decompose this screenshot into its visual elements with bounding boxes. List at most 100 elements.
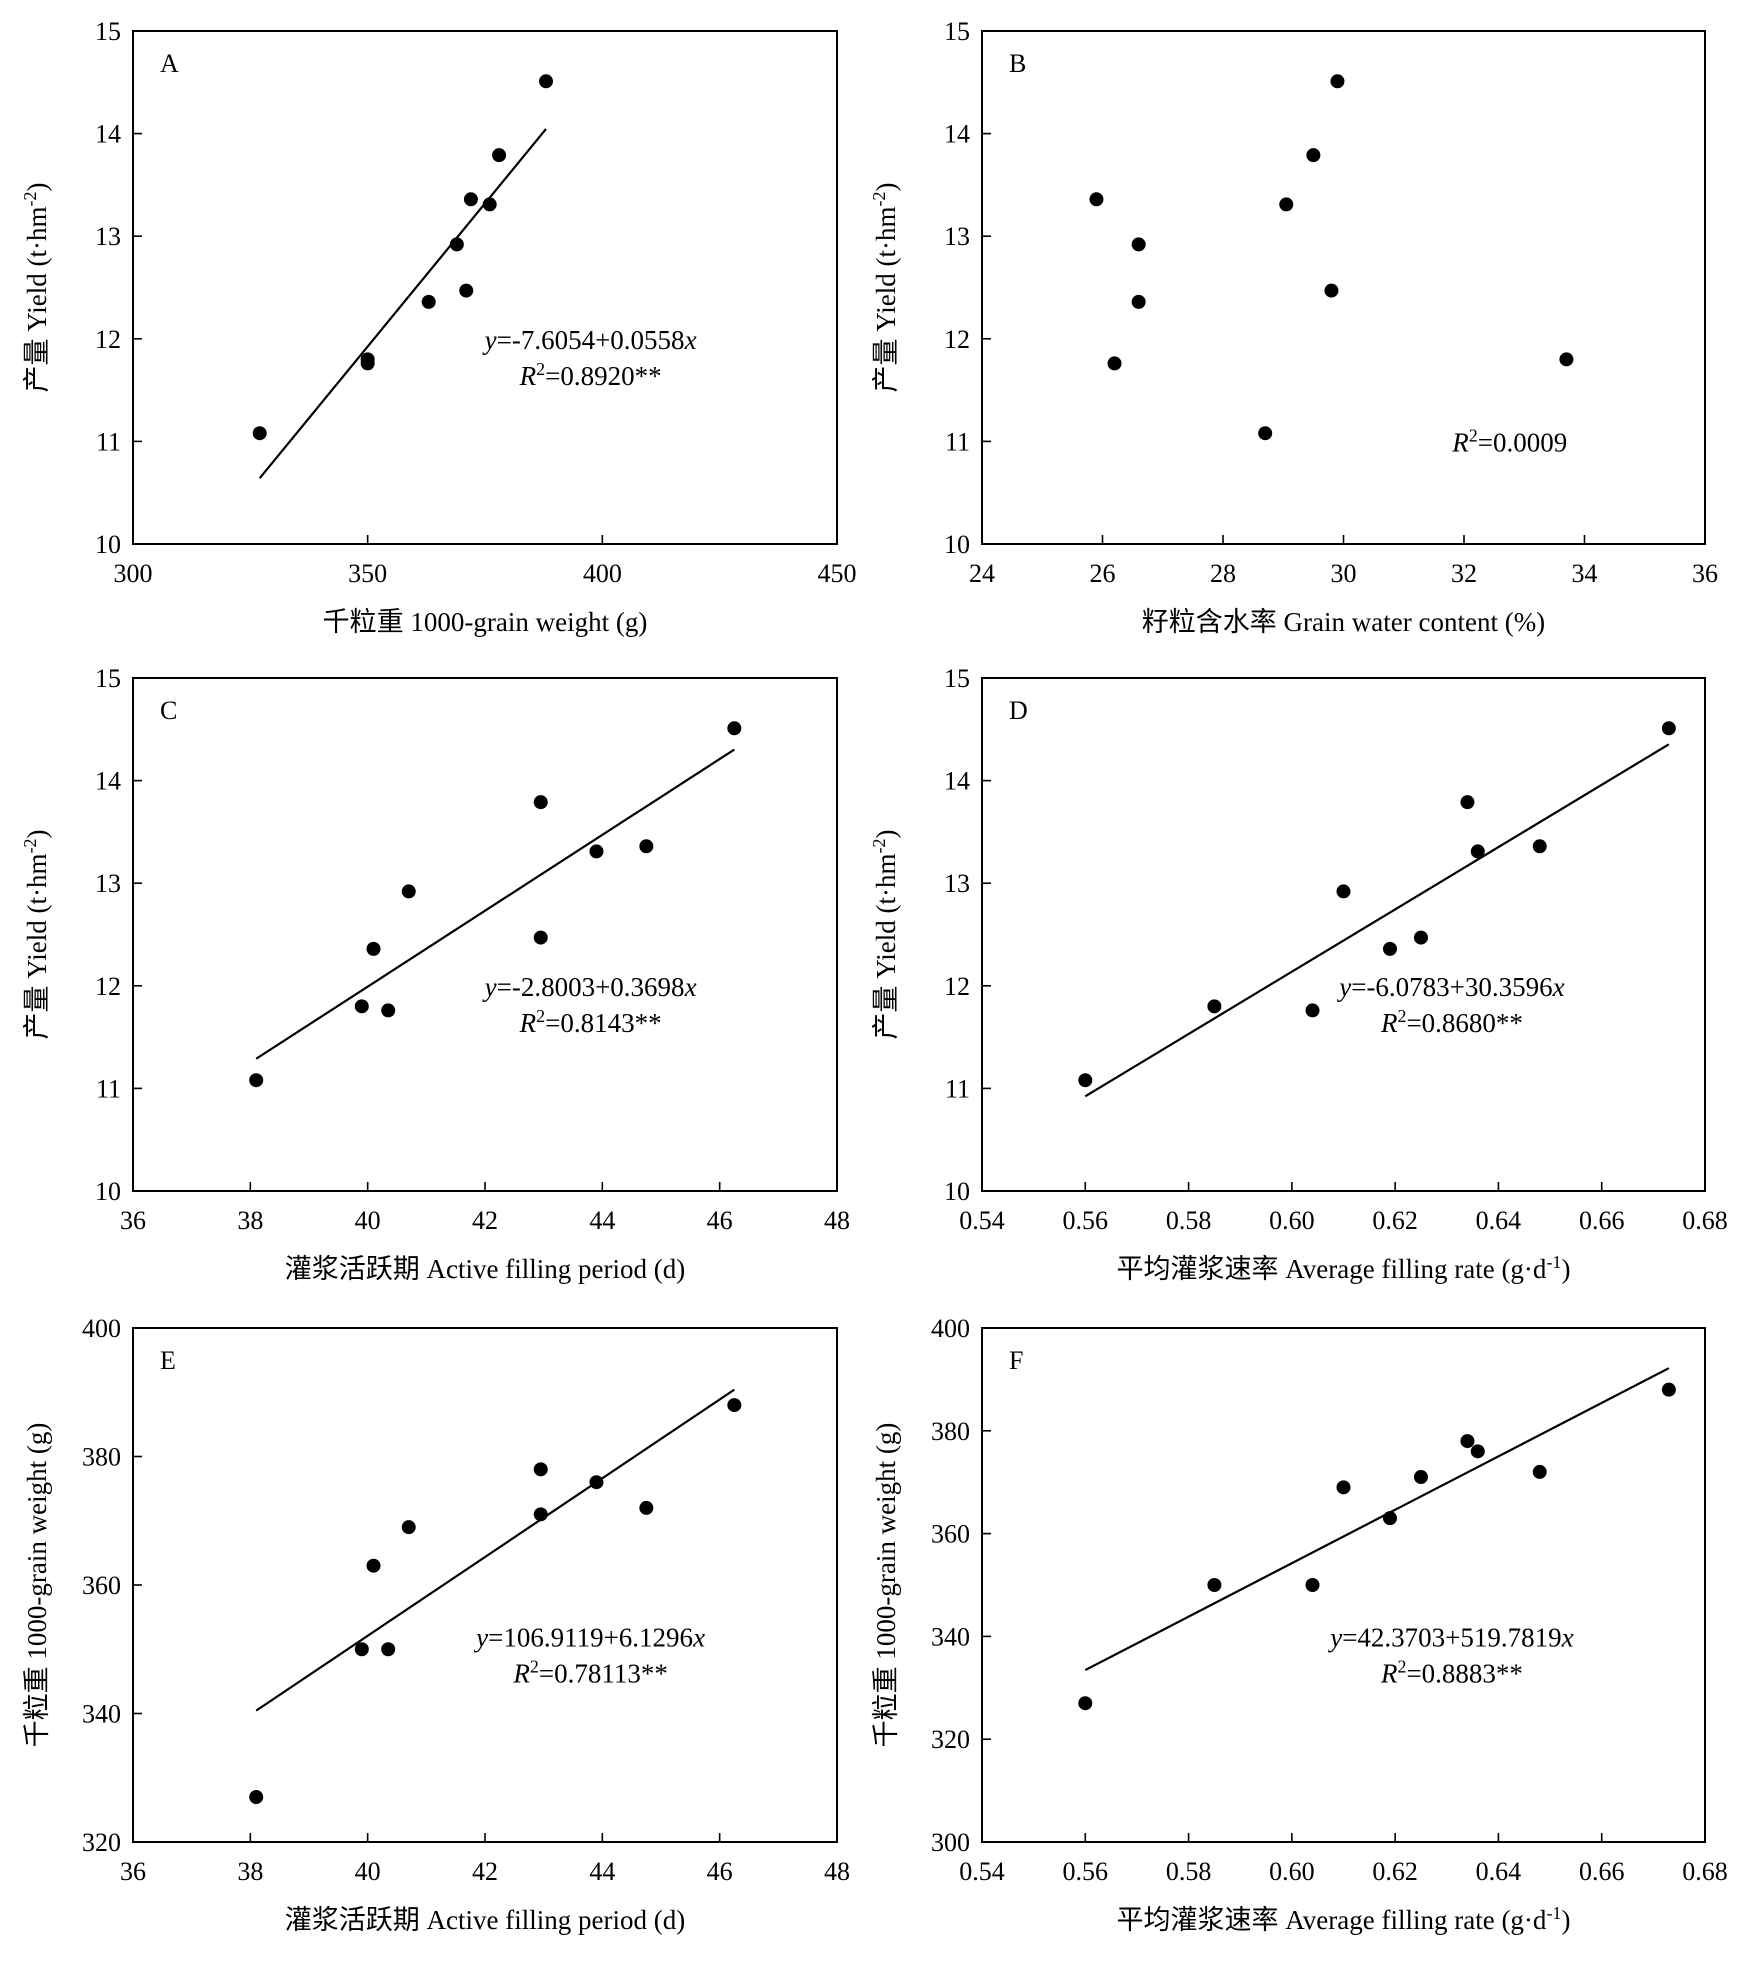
y-tick-label: 14 <box>95 767 121 796</box>
data-point <box>381 1642 396 1657</box>
y-axis-label: 千粒重 1000-grain weight (g) <box>22 1423 52 1748</box>
y-tick-label: 10 <box>95 530 121 559</box>
y-tick-label: 15 <box>944 17 970 46</box>
x-tick-label: 0.64 <box>1476 1206 1522 1235</box>
x-axis-label: 灌浆活跃期 Active filling period (d) <box>285 1254 685 1284</box>
data-point <box>459 283 474 298</box>
panel-letter: E <box>160 1346 176 1375</box>
data-point <box>249 1073 264 1088</box>
x-axis-label: 籽粒含水率 Grain water content (%) <box>1142 607 1545 637</box>
x-tick-label: 0.66 <box>1579 1206 1625 1235</box>
data-point <box>1532 839 1547 854</box>
panel-letter: C <box>160 696 177 725</box>
y-axis-label: 产量 Yield (t·hm-2) <box>20 183 52 393</box>
y-tick-label: 11 <box>945 1074 970 1103</box>
y-tick-label: 14 <box>95 120 121 149</box>
x-axis-label: 千粒重 1000-grain weight (g) <box>323 607 648 637</box>
data-point <box>401 884 416 899</box>
data-point <box>1207 1578 1222 1592</box>
y-tick-label: 380 <box>82 1443 121 1472</box>
y-tick-label: 15 <box>95 664 121 693</box>
panel-letter: D <box>1009 696 1028 725</box>
data-point <box>589 1475 604 1490</box>
x-tick-label: 0.66 <box>1579 1857 1625 1886</box>
y-axis-label: 产量 Yield (t·hm-2) <box>20 830 52 1040</box>
data-point <box>354 999 369 1014</box>
data-point <box>1661 721 1676 736</box>
x-axis-label: 平均灌浆速率 Average filling rate (g·d-1) <box>1117 1903 1571 1935</box>
y-axis-label: 千粒重 1000-grain weight (g) <box>871 1423 901 1748</box>
data-point <box>1382 941 1397 956</box>
plot-frame <box>981 677 1706 1192</box>
data-point <box>1336 884 1351 899</box>
data-point <box>401 1520 416 1535</box>
x-tick-label: 0.58 <box>1166 1857 1212 1886</box>
regression-line <box>1084 1367 1670 1672</box>
data-point <box>354 1642 369 1657</box>
regression-equation: y=106.9119+6.1296x <box>473 1623 705 1653</box>
x-tick-label: 0.62 <box>1372 1206 1418 1235</box>
data-point <box>1089 192 1104 207</box>
y-tick-label: 320 <box>931 1725 970 1754</box>
y-tick-label: 400 <box>82 1314 121 1343</box>
y-tick-label: 300 <box>931 1828 970 1857</box>
x-tick-label: 38 <box>237 1206 263 1235</box>
y-tick-label: 10 <box>944 530 970 559</box>
data-point <box>727 1398 742 1413</box>
y-tick-label: 12 <box>944 972 970 1001</box>
x-tick-label: 28 <box>1210 559 1236 588</box>
x-tick-label: 42 <box>472 1857 498 1886</box>
y-tick-label: 340 <box>82 1700 121 1729</box>
data-point <box>1559 352 1574 367</box>
data-point <box>1382 1511 1397 1526</box>
r-squared-label: R2=0.8920** <box>519 359 662 391</box>
x-tick-label: 0.68 <box>1682 1857 1728 1886</box>
x-tick-label: 24 <box>969 559 995 588</box>
x-tick-label: 0.56 <box>1063 1206 1109 1235</box>
data-point <box>533 1462 548 1477</box>
data-point <box>252 426 267 441</box>
x-tick-label: 40 <box>355 1857 381 1886</box>
x-tick-label: 0.68 <box>1682 1206 1728 1235</box>
data-point <box>1532 1464 1547 1479</box>
data-point <box>1305 1003 1320 1018</box>
data-point <box>539 74 554 89</box>
y-tick-label: 13 <box>95 869 121 898</box>
data-point <box>639 839 654 854</box>
r-squared-label: R2=0.0009 <box>1451 426 1567 458</box>
data-point <box>249 1790 264 1805</box>
data-point <box>1131 294 1146 309</box>
data-point <box>366 1558 381 1573</box>
x-tick-label: 34 <box>1572 559 1598 588</box>
y-tick-label: 12 <box>95 972 121 1001</box>
x-tick-label: 0.64 <box>1476 1857 1522 1886</box>
y-tick-label: 13 <box>944 222 970 251</box>
data-point <box>1460 1434 1475 1449</box>
x-tick-label: 400 <box>583 559 622 588</box>
data-point <box>1258 426 1273 441</box>
plot-frame <box>132 677 838 1192</box>
regression-equation: y=42.3703+519.7819x <box>1327 1623 1573 1653</box>
data-point <box>639 1500 654 1515</box>
x-tick-label: 36 <box>120 1206 146 1235</box>
plot-frame <box>981 30 1706 545</box>
y-tick-label: 15 <box>944 664 970 693</box>
r-squared-label: R2=0.8883** <box>1380 1657 1523 1689</box>
x-tick-label: 36 <box>120 1857 146 1886</box>
y-tick-label: 14 <box>944 767 970 796</box>
x-tick-label: 0.56 <box>1063 1857 1109 1886</box>
data-point <box>1470 1444 1485 1459</box>
regression-equation: y=-7.6054+0.0558x <box>482 325 697 355</box>
panel-c: 36 38 40 42 44 46 48 10 11 12 13 14 15 C 灌浆活跃期 Active … <box>20 664 850 1284</box>
x-tick-label: 42 <box>472 1206 498 1235</box>
x-tick-label: 450 <box>818 559 857 588</box>
panel-a: 300 350 400 450 10 11 12 13 14 15 A 千粒重 1000-grain … <box>20 17 857 637</box>
x-tick-label: 300 <box>114 559 153 588</box>
regression-line <box>258 128 547 479</box>
x-tick-label: 0.62 <box>1372 1857 1418 1886</box>
regression-line <box>1084 743 1670 1098</box>
data-point <box>1078 1073 1093 1088</box>
y-tick-label: 13 <box>944 869 970 898</box>
y-tick-label: 15 <box>95 17 121 46</box>
panel-letter: A <box>160 49 179 78</box>
